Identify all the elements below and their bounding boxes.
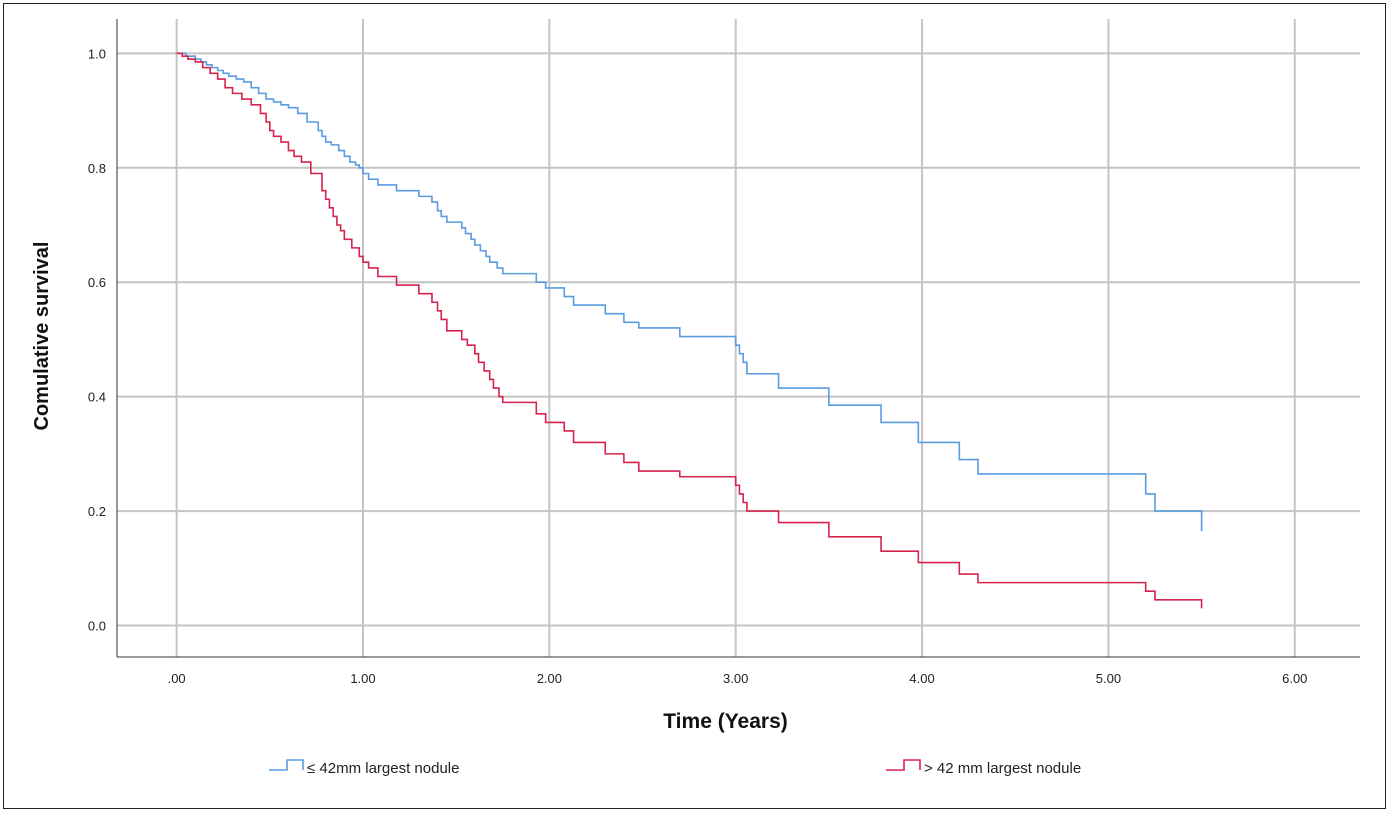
x-tick-label: 6.00 <box>1282 671 1307 686</box>
x-tick-label: .00 <box>168 671 186 686</box>
x-tick-label: 5.00 <box>1096 671 1121 686</box>
x-tick-label: 3.00 <box>723 671 748 686</box>
series-line-2 <box>176 52 1203 609</box>
legend-label: ≤ 42mm largest nodule <box>307 760 459 777</box>
legend-label: > 42 mm largest nodule <box>924 760 1081 777</box>
y-tick-label: 0.6 <box>88 275 106 290</box>
axes <box>116 19 1360 658</box>
y-tick-label: 0.4 <box>88 390 106 405</box>
chart-frame: .00 1.00 2.00 3.00 4.00 5.00 6.00 0.0 0.2 0.4 0.6 0… <box>3 3 1386 809</box>
survival-chart: .00 1.00 2.00 3.00 4.00 5.00 6.00 0.0 0.2 0.4 0.6 0… <box>31 19 1360 777</box>
y-tick-label: 0.8 <box>88 161 106 176</box>
legend: ≤ 42mm largest nodule > 42 mm largest nod… <box>269 759 1081 777</box>
x-tick-label: 2.00 <box>537 671 562 686</box>
y-tick-label: 1.0 <box>88 46 106 61</box>
y-tick-label: 0.2 <box>88 504 106 519</box>
legend-item-1: ≤ 42mm largest nodule <box>269 759 459 777</box>
x-tick-label: 4.00 <box>909 671 934 686</box>
series-lines <box>176 52 1203 609</box>
legend-item-2: > 42 mm largest nodule <box>886 759 1081 777</box>
series-line-1 <box>176 52 1203 532</box>
tick-labels: .00 1.00 2.00 3.00 4.00 5.00 6.00 0.0 0.2 0.4 0.6 0… <box>88 46 1308 686</box>
y-axis-title: Comulative survival <box>31 242 53 431</box>
y-tick-label: 0.0 <box>88 619 106 634</box>
legend-swatch <box>269 759 304 771</box>
x-tick-label: 1.00 <box>350 671 375 686</box>
grid-lines <box>117 19 1360 657</box>
x-axis-title: Time (Years) <box>663 710 788 733</box>
legend-swatch <box>886 759 921 771</box>
